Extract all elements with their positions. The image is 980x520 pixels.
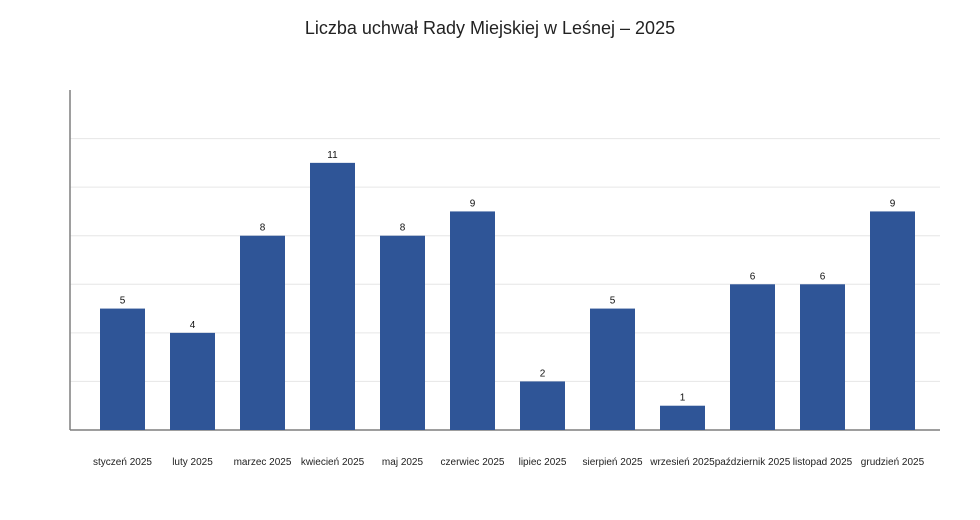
bar: [100, 308, 145, 430]
data-label: 9: [890, 198, 896, 209]
x-tick-label: wrzesień 2025: [649, 457, 715, 468]
bar: [240, 235, 285, 430]
data-label: 1: [680, 393, 686, 404]
data-label: 2: [540, 368, 546, 379]
data-label: 6: [820, 271, 826, 282]
data-label: 11: [327, 150, 338, 161]
bars: [100, 162, 915, 430]
x-tick-label: grudzień 2025: [861, 457, 925, 468]
bar: [380, 235, 425, 430]
bar: [450, 211, 495, 430]
x-tick-label: lipiec 2025: [519, 457, 567, 468]
data-label: 8: [260, 223, 266, 234]
bar: [660, 405, 705, 430]
bar: [730, 284, 775, 430]
bar: [520, 381, 565, 430]
x-tick-label: październik 2025: [715, 457, 791, 468]
data-label: 9: [470, 198, 476, 209]
bar: [800, 284, 845, 430]
x-tick-label: listopad 2025: [793, 457, 853, 468]
data-label: 8: [400, 223, 406, 234]
data-label: 5: [120, 296, 126, 307]
bar: [170, 332, 215, 430]
chart-title: Liczba uchwał Rady Miejskiej w Leśnej – …: [304, 18, 676, 38]
category-labels: styczeń 2025 luty 2025 marzec 2025 kwiecień…: [93, 457, 925, 468]
bar: [310, 162, 355, 430]
x-tick-label: kwiecień 2025: [301, 457, 365, 468]
x-tick-label: marzec 2025: [234, 457, 292, 468]
data-label: 4: [190, 320, 196, 331]
bar: [870, 211, 915, 430]
x-tick-label: sierpień 2025: [582, 457, 642, 468]
x-tick-label: luty 2025: [172, 457, 213, 468]
x-tick-label: czerwiec 2025: [441, 457, 505, 468]
gridlines: [70, 138, 940, 382]
value-labels: 5 4 8 11 8 9 2 5 1 6 6 9: [120, 150, 896, 404]
data-label: 5: [610, 296, 616, 307]
x-tick-label: styczeń 2025: [93, 457, 152, 468]
x-tick-label: maj 2025: [382, 457, 424, 468]
bar: [590, 308, 635, 430]
data-label: 6: [750, 271, 756, 282]
